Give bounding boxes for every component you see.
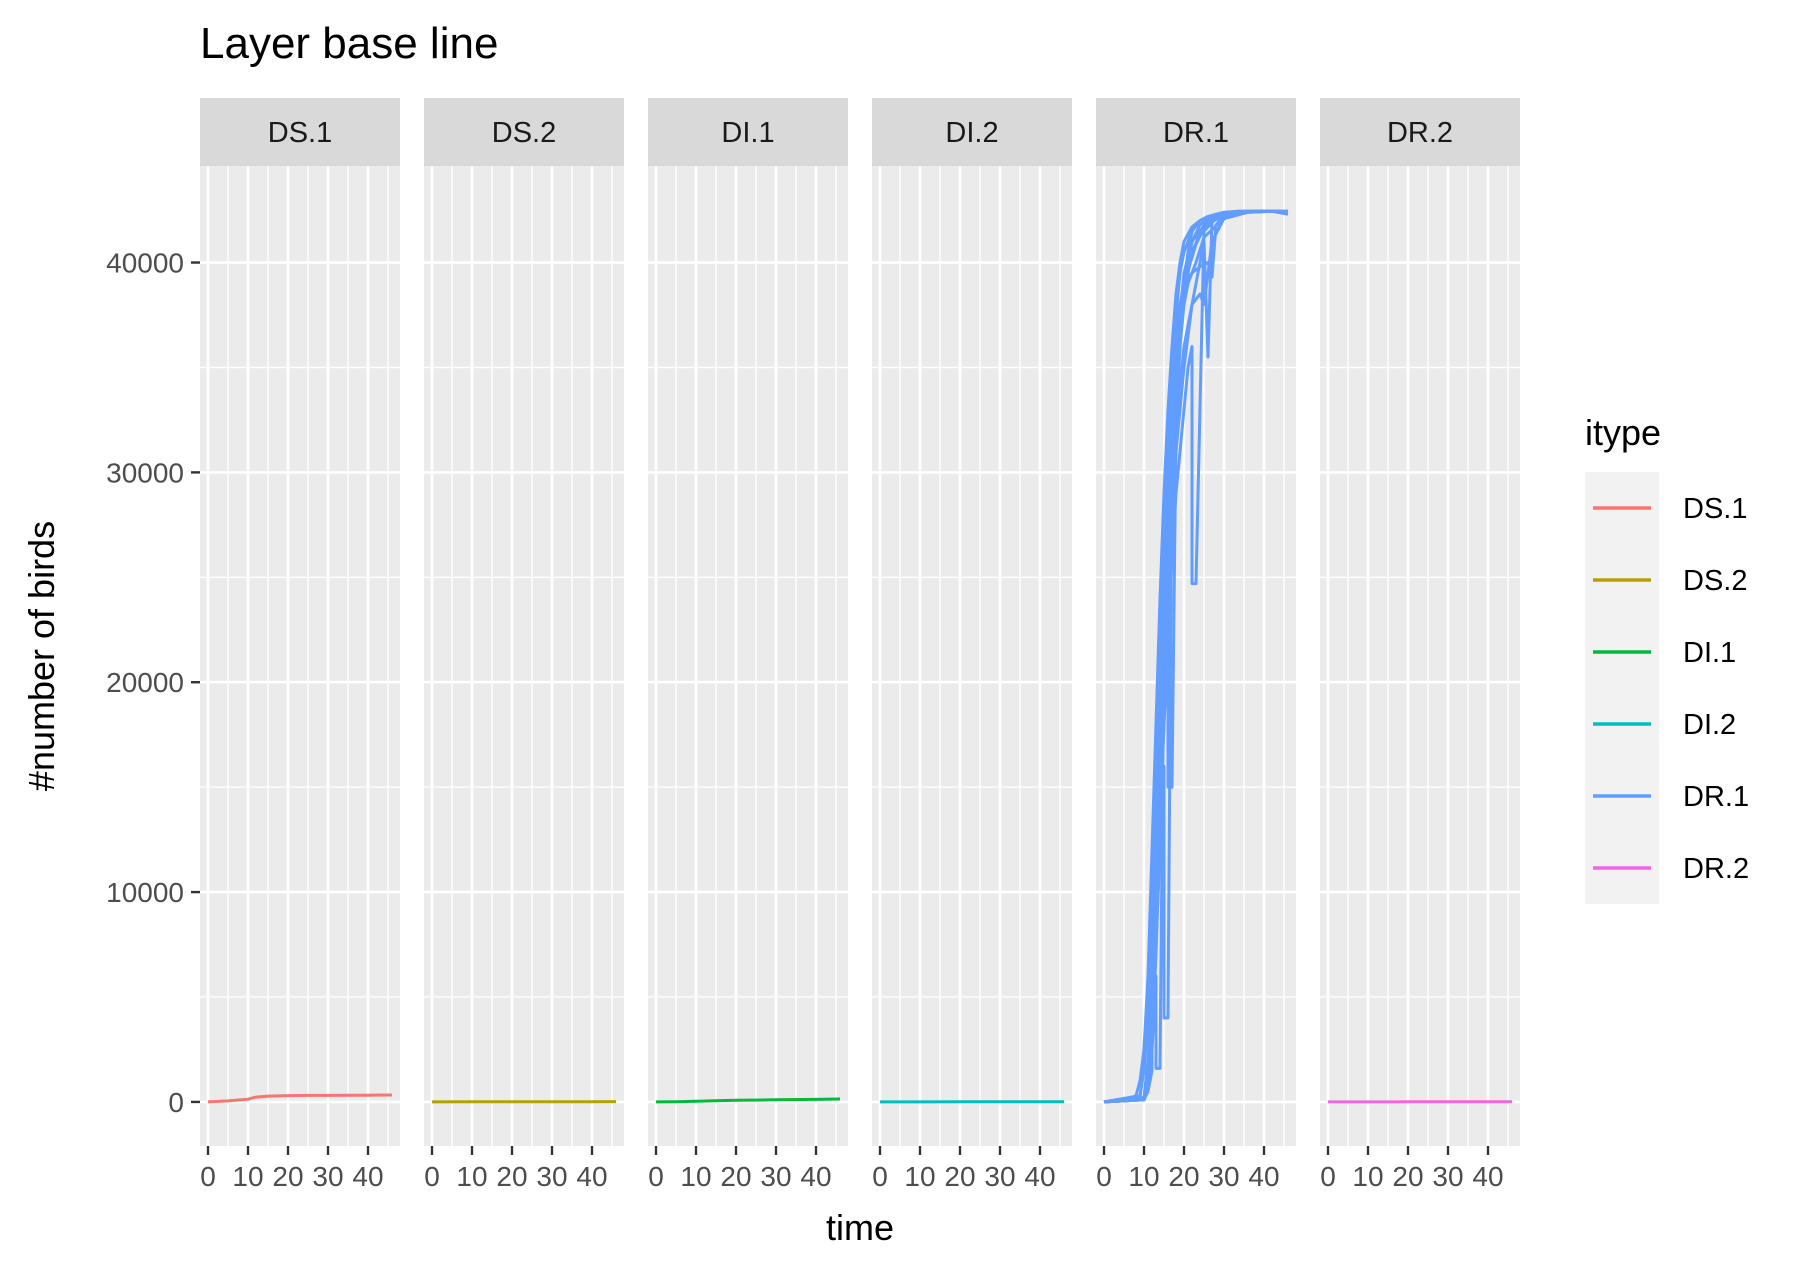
x-tick-label: 20 xyxy=(1168,1161,1199,1192)
x-tick-label: 20 xyxy=(944,1161,975,1192)
legend-label: DI.1 xyxy=(1683,637,1736,669)
x-tick-label: 0 xyxy=(1320,1161,1336,1192)
x-tick-label: 20 xyxy=(496,1161,527,1192)
series-line-di-1 xyxy=(655,1097,841,1104)
x-tick-label: 0 xyxy=(424,1161,440,1192)
facet-panel-dr-2: DR.2 0 10 20 30 40 xyxy=(1320,98,1520,1192)
facet-panel-dr-1: DR.1 0 10 20 30 40 xyxy=(1096,98,1296,1192)
facet-strip-label: DI.2 xyxy=(945,117,998,149)
x-tick-label: 40 xyxy=(1472,1161,1503,1192)
series-line-dr-1 xyxy=(1103,209,1289,1104)
chart-title: Layer base line xyxy=(200,19,498,68)
x-tick-label: 0 xyxy=(648,1161,664,1192)
panel-background xyxy=(424,166,624,1146)
facet-strip xyxy=(648,98,848,166)
y-tick-label: 40000 xyxy=(106,248,184,279)
facet-panel-di-1: DI.1 0 10 20 30 40 xyxy=(648,98,848,1192)
x-tick-label: 0 xyxy=(872,1161,888,1192)
x-tick-label: 0 xyxy=(200,1161,216,1192)
y-tick-label: 20000 xyxy=(106,667,184,698)
legend-label: DR.1 xyxy=(1683,781,1749,813)
facet-strip xyxy=(200,98,400,166)
x-tick-label: 20 xyxy=(272,1161,303,1192)
x-tick-label: 20 xyxy=(1392,1161,1423,1192)
facet-panel-ds-1: DS.1 0 10 20 30 40 xyxy=(200,98,400,1192)
facet-strip-label: DI.1 xyxy=(721,117,774,149)
panel-background xyxy=(872,166,1072,1146)
x-axis-title: time xyxy=(826,1207,894,1248)
panel-background xyxy=(1096,166,1296,1146)
x-tick-label: 20 xyxy=(720,1161,751,1192)
legend: itype DS.1 DS.2 DI.1 DI.2 DR.1 DR.2 xyxy=(1585,412,1749,904)
x-tick-label: 30 xyxy=(984,1161,1015,1192)
x-tick-label: 30 xyxy=(760,1161,791,1192)
x-tick-label: 10 xyxy=(1128,1161,1159,1192)
y-tick-label: 30000 xyxy=(106,457,184,488)
legend-label: DI.2 xyxy=(1683,709,1736,741)
x-tick-label: 30 xyxy=(1432,1161,1463,1192)
x-tick-label: 10 xyxy=(232,1161,263,1192)
y-axis: 0 10000 20000 30000 40000 xyxy=(106,248,200,1118)
x-tick-label: 40 xyxy=(1024,1161,1055,1192)
x-tick-label: 10 xyxy=(680,1161,711,1192)
legend-label: DR.2 xyxy=(1683,853,1749,885)
x-tick-label: 30 xyxy=(1208,1161,1239,1192)
facet-strip-label: DR.1 xyxy=(1163,117,1229,149)
x-tick-label: 10 xyxy=(456,1161,487,1192)
x-tick-label: 40 xyxy=(576,1161,607,1192)
x-tick-label: 30 xyxy=(312,1161,343,1192)
x-tick-label: 0 xyxy=(1096,1161,1112,1192)
facet-strip-label: DS.2 xyxy=(492,117,556,149)
facet-strip xyxy=(424,98,624,166)
facet-panel-ds-2: DS.2 0 10 20 30 40 xyxy=(424,98,624,1192)
x-tick-label: 40 xyxy=(800,1161,831,1192)
x-tick-label: 10 xyxy=(904,1161,935,1192)
x-tick-label: 30 xyxy=(536,1161,567,1192)
legend-label: DS.2 xyxy=(1683,565,1747,597)
facet-strip-label: DR.2 xyxy=(1387,117,1453,149)
panel-background xyxy=(648,166,848,1146)
facet-strip xyxy=(1096,98,1296,166)
y-tick-label: 0 xyxy=(168,1087,184,1118)
panel-background xyxy=(200,166,400,1146)
facet-strip xyxy=(872,98,1072,166)
facet-strip-label: DS.1 xyxy=(268,117,332,149)
legend-label: DS.1 xyxy=(1683,493,1747,525)
y-axis-title: #number of birds xyxy=(21,521,62,791)
x-tick-label: 10 xyxy=(1352,1161,1383,1192)
facet-panel-di-2: DI.2 0 10 20 30 40 xyxy=(872,98,1072,1192)
panel-background xyxy=(1320,166,1520,1146)
y-tick-label: 10000 xyxy=(106,877,184,908)
legend-title: itype xyxy=(1585,412,1661,453)
x-tick-label: 40 xyxy=(1248,1161,1279,1192)
x-tick-label: 40 xyxy=(352,1161,383,1192)
series-line-dr-1 xyxy=(1103,209,1281,1104)
series-line-ds-1 xyxy=(207,1093,392,1104)
legend-key-background xyxy=(1585,472,1659,904)
facet-strip xyxy=(1320,98,1520,166)
